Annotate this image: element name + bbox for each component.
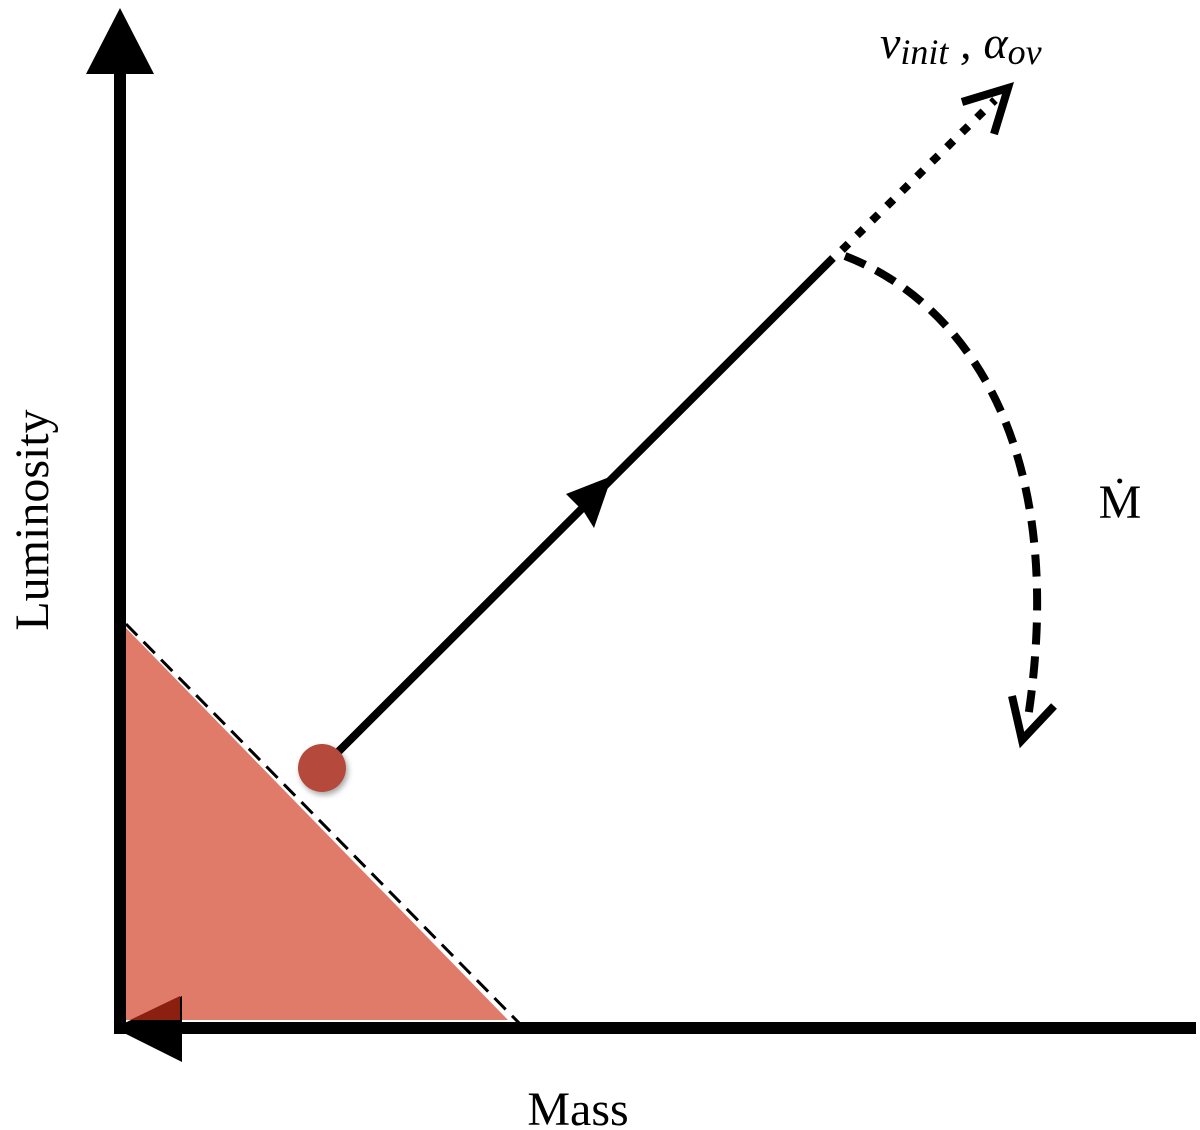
star-point	[298, 744, 346, 792]
x-axis-label: Mass	[527, 1083, 628, 1130]
track-arrowhead	[566, 476, 612, 528]
dashed-boundary	[124, 622, 526, 1030]
v-sub: init	[900, 32, 949, 72]
v: v	[880, 17, 901, 68]
dotted-arrowhead	[960, 81, 1015, 136]
alpha-sub: ov	[1008, 32, 1042, 72]
curved-arrow	[843, 252, 1042, 719]
region	[126, 628, 508, 1020]
y-arrowhead	[86, 8, 154, 74]
curved-arrowhead	[1008, 695, 1057, 749]
dotted-track	[839, 97, 998, 253]
x-arrowhead-overlap	[130, 996, 180, 1020]
mass-loss-label: Ṁ	[1099, 476, 1142, 529]
track	[319, 255, 836, 771]
sep: ,	[948, 17, 971, 68]
alpha: α	[983, 17, 1008, 68]
top-label: vinit , αov	[880, 17, 1042, 72]
y-axis-label: Luminosity	[6, 409, 59, 630]
